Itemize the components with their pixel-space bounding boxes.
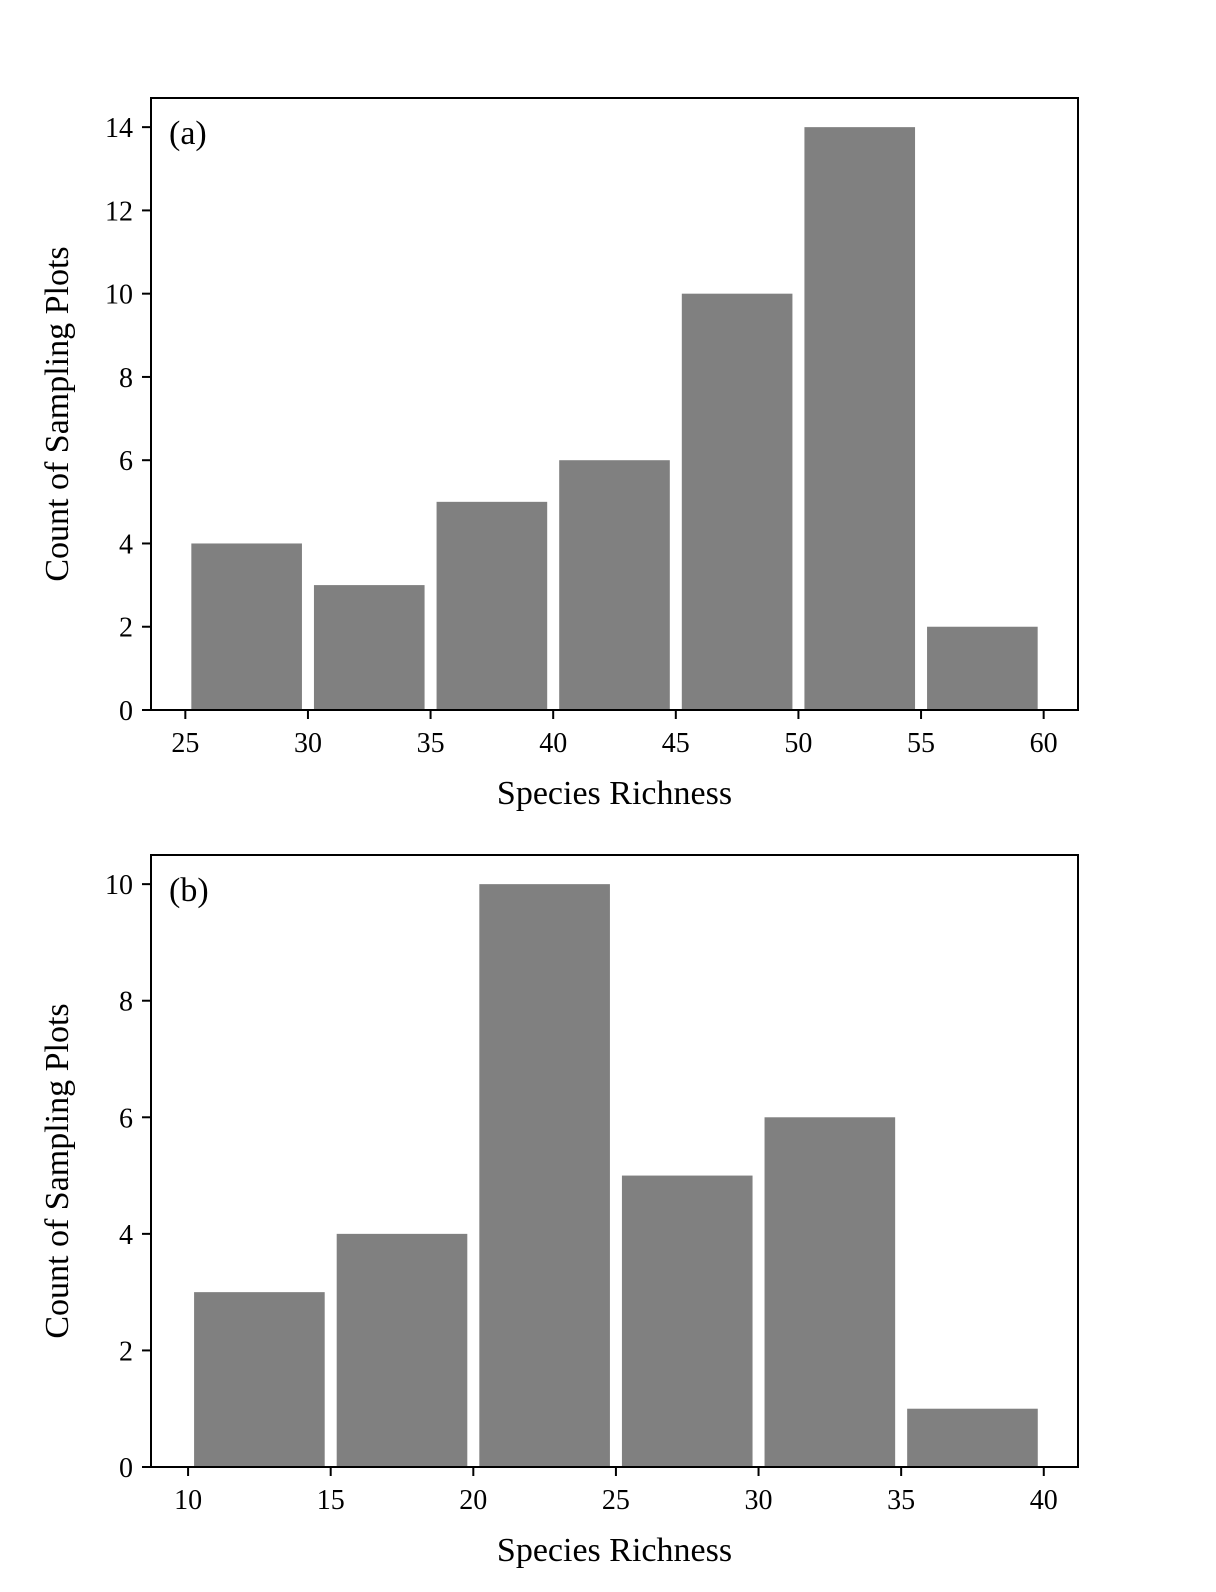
- y-tick-label: 6: [119, 1103, 133, 1134]
- bar-b-35-40: [907, 1408, 1038, 1467]
- x-tick-label: 60: [1030, 728, 1058, 759]
- y-tick-label: 8: [119, 987, 133, 1018]
- y-tick-label: 2: [119, 613, 133, 644]
- x-tick-label: 50: [784, 728, 812, 759]
- bars-b: [194, 884, 1038, 1467]
- panel-b: 0 2 4 6 8 10 10 15 20 25 30 35 40 (b) Species Richn…: [39, 854, 1079, 1569]
- y-tick-label: 10: [105, 870, 133, 901]
- panel-label-a: (a): [169, 115, 207, 152]
- y-tick-label: 2: [119, 1336, 133, 1367]
- bar-a-30-35: [313, 585, 425, 710]
- x-tick-label: 10: [174, 1485, 202, 1516]
- y-tick-label: 12: [105, 196, 133, 227]
- x-axis-ticks-a: 25 30 35 40 45 50 55 60: [171, 710, 1058, 759]
- y-axis-ticks-a: 0 2 4 6 8 10 12 14: [105, 113, 151, 727]
- bar-a-40-45: [559, 460, 670, 710]
- x-tick-label: 25: [602, 1485, 630, 1516]
- bar-b-20-25: [479, 884, 610, 1467]
- y-tick-label: 8: [119, 363, 133, 394]
- x-tick-label: 55: [907, 728, 935, 759]
- bar-a-25-30: [191, 543, 302, 710]
- bar-a-50-55: [804, 127, 916, 710]
- y-axis-title-a: Count of Sampling Plots: [39, 246, 76, 581]
- bar-a-55-60: [927, 626, 1038, 710]
- x-tick-label: 20: [459, 1485, 487, 1516]
- panel-a: 0 2 4 6 8 10 12 14 25 30 35 40 45 50 55 60 (a) Species…: [39, 97, 1079, 812]
- y-tick-label: 10: [105, 280, 133, 311]
- bars-a: [191, 127, 1038, 710]
- y-axis-title-b: Count of Sampling Plots: [39, 1003, 76, 1338]
- x-tick-label: 15: [317, 1485, 345, 1516]
- x-axis-title-a: Species Richness: [497, 775, 732, 812]
- bar-a-45-50: [681, 293, 793, 710]
- panel-label-b: (b): [169, 872, 209, 909]
- x-tick-label: 30: [294, 728, 322, 759]
- x-axis-title-b: Species Richness: [497, 1532, 732, 1569]
- x-tick-label: 30: [745, 1485, 773, 1516]
- y-tick-label: 4: [119, 529, 133, 560]
- x-tick-label: 40: [539, 728, 567, 759]
- y-axis-ticks-b: 0 2 4 6 8 10: [105, 870, 151, 1484]
- bar-b-30-35: [764, 1117, 896, 1467]
- x-tick-label: 40: [1030, 1485, 1058, 1516]
- x-tick-label: 35: [417, 728, 445, 759]
- y-tick-label: 14: [105, 113, 133, 144]
- bar-b-10-15: [194, 1292, 325, 1467]
- x-tick-label: 35: [887, 1485, 915, 1516]
- plot-frame-a: [150, 97, 1079, 711]
- y-tick-label: 6: [119, 446, 133, 477]
- y-tick-label: 0: [119, 1453, 133, 1484]
- x-axis-ticks-b: 10 15 20 25 30 35 40: [174, 1467, 1058, 1516]
- x-tick-label: 45: [662, 728, 690, 759]
- bar-b-15-20: [336, 1233, 468, 1467]
- x-tick-label: 25: [171, 728, 199, 759]
- bar-a-35-40: [436, 501, 548, 710]
- bar-b-25-30: [621, 1175, 753, 1467]
- plot-frame-b: [150, 854, 1079, 1468]
- y-tick-label: 4: [119, 1220, 133, 1251]
- y-tick-label: 0: [119, 696, 133, 727]
